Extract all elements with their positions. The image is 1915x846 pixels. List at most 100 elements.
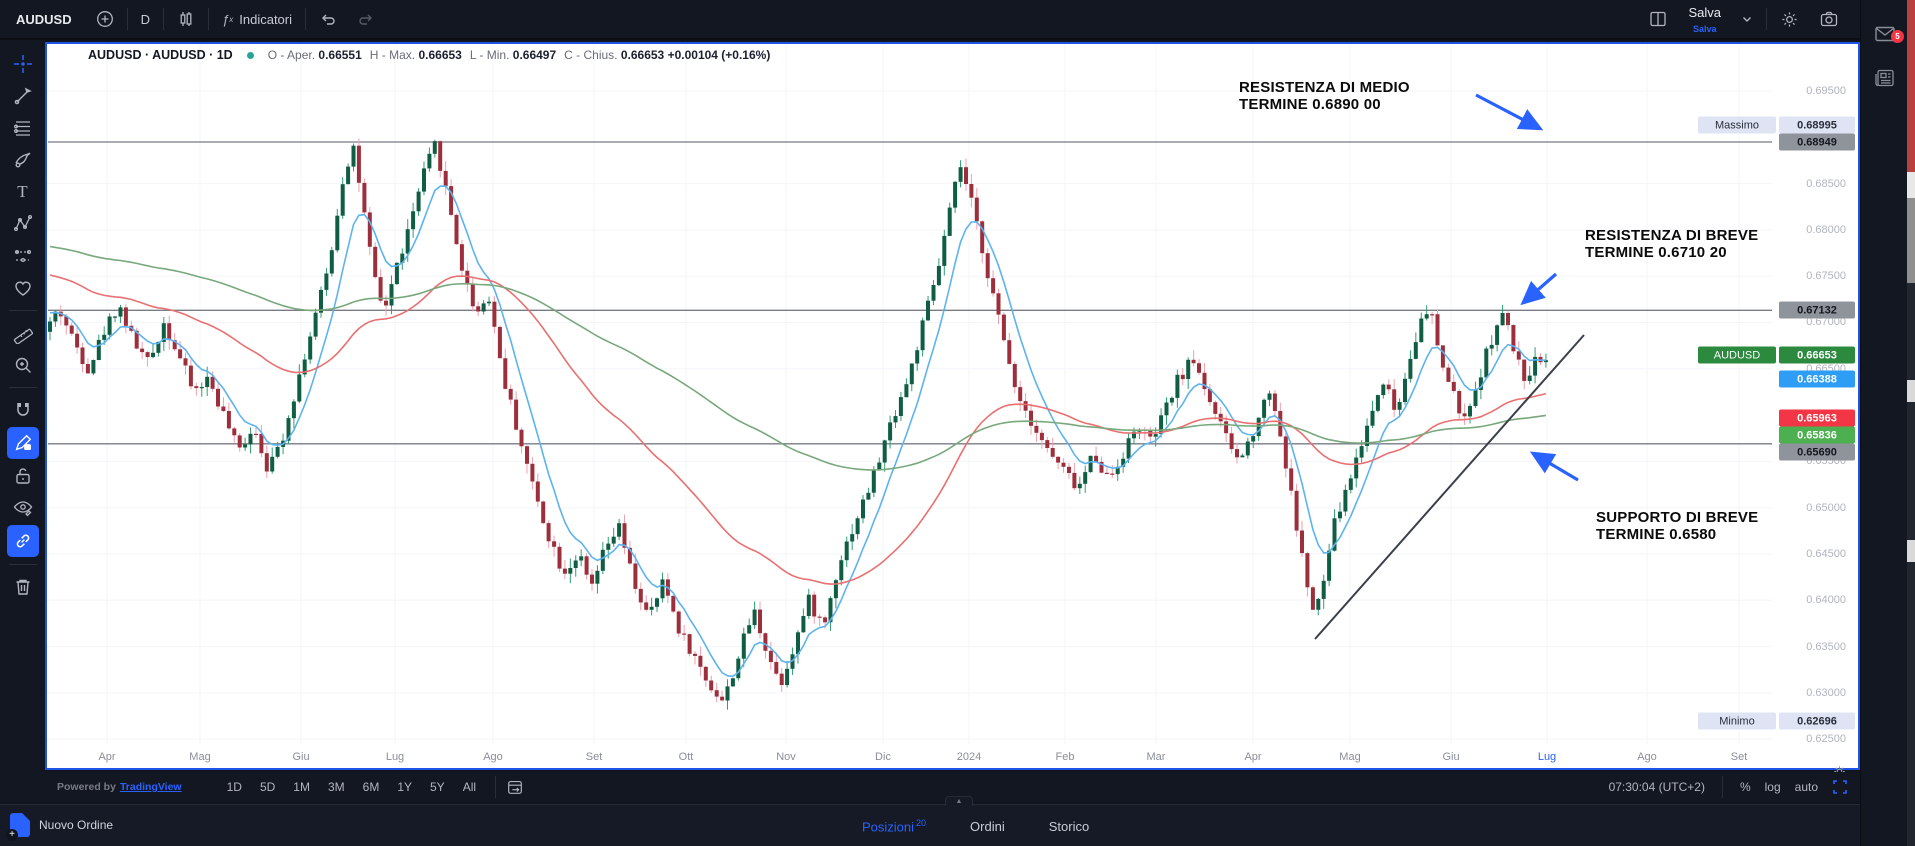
range-5d[interactable]: 5D (259, 780, 276, 794)
annotation-support-short[interactable]: SUPPORTO DI BREVE TERMINE 0.6580 (1596, 509, 1759, 543)
fib-retracement-tool[interactable] (6, 113, 40, 143)
settings-button[interactable] (1770, 5, 1809, 33)
text-tool[interactable]: T (17, 182, 28, 201)
candle-wicks (49, 138, 1547, 710)
candle-bodies (48, 141, 1548, 701)
price-tick-label: 0.63500 (1806, 641, 1846, 653)
chart-style-button[interactable] (167, 5, 205, 33)
divider (8, 387, 37, 388)
hide-drawings-tool[interactable] (6, 493, 40, 523)
chevron-down-icon (1741, 13, 1753, 25)
time-axis-label: Ago (1637, 751, 1657, 763)
chart-legend: AUDUSD · AUDUSD · 1D O - Aper. 0.66551 H… (88, 48, 770, 62)
new-order-icon: + (6, 813, 30, 841)
undo-button[interactable] (309, 5, 347, 33)
range-1d[interactable]: 1D (226, 780, 242, 794)
annotation-resistance-medium[interactable]: RESISTENZA DI MEDIO TERMINE 0.6890 00 (1239, 79, 1410, 113)
toolbar-right-group: Salva Salva (1638, 5, 1849, 34)
price-tick-label: 0.64000 (1806, 594, 1846, 606)
price-label-medium: 0.65963 (1779, 409, 1855, 427)
auto-scale-button[interactable]: auto (1794, 780, 1818, 794)
background-window-sliver (1907, 0, 1915, 846)
price-tick-label: 0.69500 (1806, 85, 1846, 97)
undo-icon (319, 10, 337, 28)
drawing-mode-lock-tool[interactable] (6, 427, 39, 459)
drawing-toolbar: T (0, 40, 45, 802)
redo-button[interactable] (347, 5, 385, 33)
legend-high: H - Max. 0.66653 (369, 48, 462, 62)
percent-scale-button[interactable]: % (1739, 780, 1751, 794)
price-tick-label: 0.62500 (1806, 733, 1846, 745)
time-axis-label: Mag (1339, 751, 1361, 763)
compare-add-button[interactable] (86, 5, 124, 33)
chart-pane[interactable]: AUDUSD · AUDUSD · 1D O - Aper. 0.66551 H… (45, 42, 1862, 777)
price-tick-label: 0.67500 (1806, 270, 1846, 282)
interval-button[interactable]: D (140, 11, 151, 27)
trend-line-tool[interactable] (6, 81, 40, 111)
time-axis-label: Set (1730, 751, 1748, 763)
snapshot-button[interactable] (1809, 5, 1849, 33)
new-order-button[interactable]: + Nuovo Ordine (6, 813, 113, 841)
legend-close: C - Chius. 0.66653 +0.00104 (+0.16%) (564, 48, 771, 62)
go-to-date-icon[interactable] (506, 778, 524, 796)
panel-collapse-chevron[interactable]: ▲ (945, 796, 973, 806)
tab-ordini[interactable]: Ordini (970, 818, 1005, 834)
news-button[interactable] (1873, 66, 1897, 95)
bottom-bar-right-group: 07:30:04 (UTC+2) % log auto (1609, 776, 1848, 798)
crosshair-tool[interactable] (6, 49, 40, 79)
time-axis-label: Nov (776, 751, 796, 763)
log-scale-button[interactable]: log (1764, 780, 1781, 794)
emoji-tool[interactable] (6, 273, 40, 303)
measure-tool[interactable] (6, 318, 40, 348)
candles-icon (177, 10, 195, 28)
legend-symbol-title[interactable]: AUDUSD · AUDUSD · 1D (88, 48, 233, 62)
price-label-level: 0.68949 (1779, 133, 1855, 151)
time-axis-label: Mar (1146, 751, 1166, 763)
zoom-in-tool[interactable] (6, 350, 40, 380)
range-all[interactable]: All (462, 780, 477, 794)
range-6m[interactable]: 6M (362, 780, 380, 794)
magnet-tool[interactable] (6, 395, 40, 425)
sync-drawings-tool[interactable] (6, 525, 39, 557)
save-menu-button[interactable] (1731, 5, 1763, 33)
tab-storico[interactable]: Storico (1048, 818, 1090, 834)
price-axis[interactable]: 0.69500 0.68500 0.68000 0.67500 0.67000 0.665… (1698, 44, 1858, 772)
positions-count-badge: 20 (916, 817, 927, 828)
price-label-fast: 0.66388 (1779, 370, 1855, 388)
brush-tool[interactable] (6, 145, 40, 175)
time-axis[interactable]: Apr Mag Giu Lug Ago Set Ott Nov Dic 2024 Feb Mar Apr… (47, 744, 1862, 768)
gear-icon (1780, 10, 1799, 29)
annotation-resistance-short[interactable]: RESISTENZA DI BREVE TERMINE 0.6710 20 (1585, 227, 1759, 261)
remove-drawings-tool[interactable] (6, 572, 40, 602)
clock-label[interactable]: 07:30:04 (UTC+2) (1608, 780, 1705, 794)
save-sub-label: Salva (1692, 24, 1717, 34)
time-axis-label: Giu (1442, 751, 1460, 763)
lock-drawings-tool[interactable] (6, 461, 40, 491)
pattern-tool[interactable] (6, 209, 40, 239)
range-5y[interactable]: 5Y (430, 780, 445, 794)
projection-tool[interactable] (6, 241, 40, 271)
time-axis-label: Ott (678, 751, 694, 763)
price-tick-label: 0.68500 (1806, 178, 1846, 190)
divider (1766, 8, 1767, 30)
divider (126, 8, 128, 30)
messages-count-badge: 5 (1891, 30, 1904, 43)
legend-low: L - Min. 0.66497 (469, 48, 557, 62)
tab-posizioni[interactable]: Posizioni 20 (862, 817, 927, 835)
tradingview-link[interactable]: TradingView (119, 781, 182, 793)
price-label-marker: 0.62696 (1779, 712, 1855, 730)
date-range-switcher: 1D 5D 1M 3M 6M 1Y 5Y All (218, 777, 485, 797)
range-1m[interactable]: 1M (293, 780, 310, 794)
range-3m[interactable]: 3M (327, 780, 345, 794)
candlestick-chart (47, 44, 1772, 744)
save-button[interactable]: Salva Salva (1678, 5, 1731, 34)
fullscreen-icon[interactable] (1832, 779, 1848, 795)
symbol-button[interactable]: AUDUSD (16, 11, 72, 27)
range-1y[interactable]: 1Y (397, 780, 412, 794)
annotation-arrow-icon (1475, 93, 1544, 131)
legend-open: O - Aper. 0.66551 (267, 48, 362, 62)
layout-button[interactable] (1638, 5, 1678, 33)
price-tick-label: 0.67000 (1806, 316, 1846, 328)
